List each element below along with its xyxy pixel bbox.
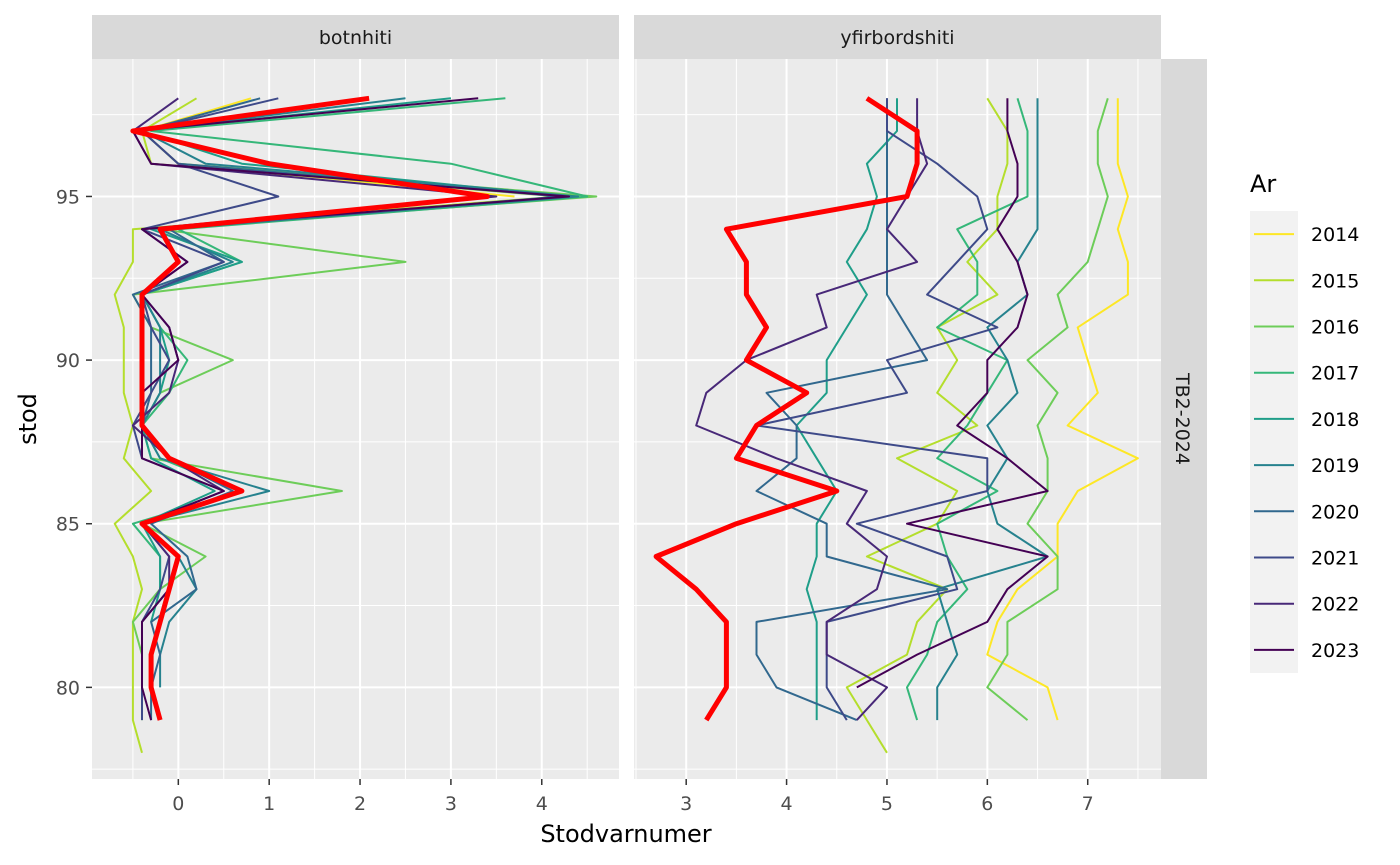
- panel-yfirbordshiti-strip: [634, 15, 1161, 59]
- legend-key-background: [1250, 211, 1298, 673]
- legend-label-2021: 2021: [1311, 548, 1359, 570]
- panel-yfirbordshiti-series: [653, 96, 1139, 754]
- series-line-2023: [856, 98, 1049, 689]
- panel-botnhiti-background: [92, 59, 619, 779]
- panel-botnhiti-series: [113, 95, 598, 754]
- y-axis-title: stod: [14, 393, 42, 445]
- legend-label-2020: 2020: [1311, 501, 1359, 523]
- series-line-2019: [936, 98, 1049, 721]
- series-line-2016: [986, 98, 1109, 721]
- x-tick-label: 1: [263, 793, 275, 815]
- x-tick-label: 4: [781, 793, 793, 815]
- x-tick-label: 5: [881, 793, 893, 815]
- y-tick-label: 85: [56, 514, 80, 536]
- x-tick-label: 4: [536, 793, 548, 815]
- row-strip-label: TB2-2024: [1171, 372, 1193, 465]
- x-tick-label: 0: [172, 793, 184, 815]
- panel-yfirbordshiti-x-axis: 3 4 5 6 7: [680, 779, 1094, 815]
- series-line-2021: [755, 98, 999, 721]
- legend: 2014 2015 2016 2017 2018 2019 2020 2021 2022 2023: [1250, 211, 1359, 673]
- legend-label-2018: 2018: [1311, 409, 1359, 431]
- x-tick-label: 6: [981, 793, 993, 815]
- legend-label-2017: 2017: [1311, 363, 1359, 385]
- legend-label-2019: 2019: [1311, 455, 1359, 477]
- legend-label-2022: 2022: [1311, 594, 1359, 616]
- x-tick-label: 2: [354, 793, 366, 815]
- panel-botnhiti-title: botnhiti: [319, 27, 392, 49]
- series-line-2022: [695, 98, 929, 721]
- panel-yfirbordshiti-grid: [634, 59, 1161, 779]
- series-line-2014: [986, 98, 1139, 721]
- legend-label-2016: 2016: [1311, 317, 1359, 339]
- series-line-2015: [845, 97, 1009, 754]
- panel-botnhiti-grid: [92, 59, 619, 779]
- x-tick-label: 3: [680, 793, 692, 815]
- y-axis: 80 85 90 95: [56, 186, 92, 699]
- row-strip: [1161, 59, 1207, 779]
- series-line-2024: [653, 96, 920, 722]
- panel-yfirbordshiti-background: [634, 59, 1161, 779]
- panel-botnhiti-strip: [92, 15, 619, 59]
- panel-botnhiti-x-axis: 0 1 2 3 4: [172, 779, 548, 815]
- panel-yfirbordshiti-title: yfirbordshiti: [840, 27, 954, 49]
- y-tick-label: 95: [56, 186, 80, 208]
- x-tick-label: 7: [1082, 793, 1094, 815]
- series-line-2017: [906, 98, 1029, 721]
- legend-title: Ar: [1250, 170, 1276, 198]
- legend-label-2014: 2014: [1311, 224, 1359, 246]
- x-tick-label: 3: [445, 793, 457, 815]
- legend-label-2015: 2015: [1311, 270, 1359, 292]
- series-line-2024: [130, 95, 490, 721]
- legend-label-2023: 2023: [1311, 640, 1359, 662]
- x-axis-title: Stodvarnumer: [540, 820, 711, 848]
- y-tick-label: 90: [56, 350, 80, 372]
- y-tick-label: 80: [56, 677, 80, 699]
